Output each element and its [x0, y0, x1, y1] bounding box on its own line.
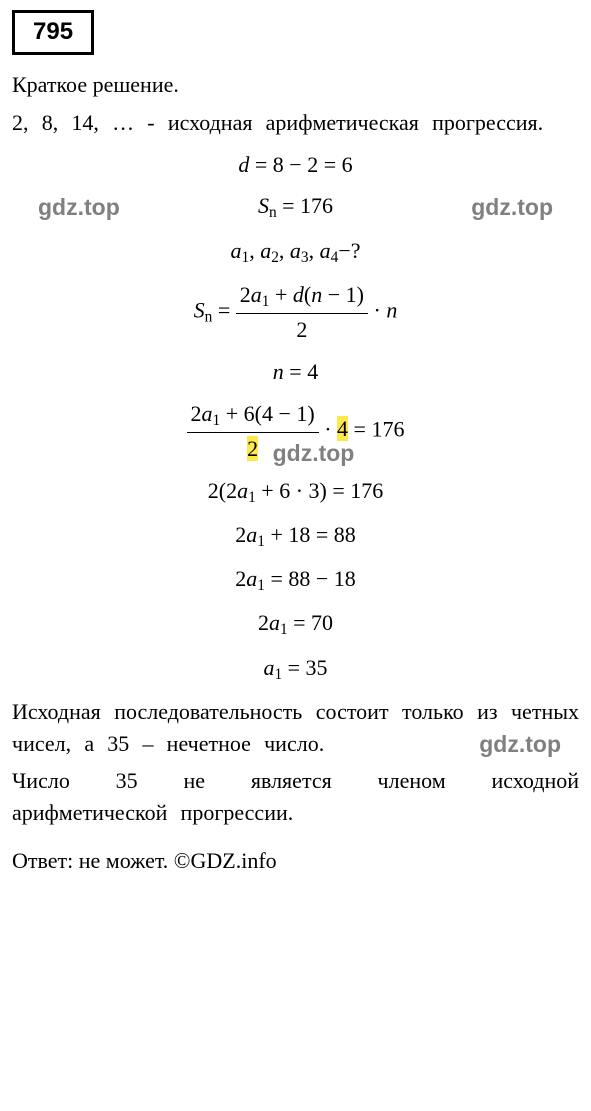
watermark-2: gdz.top [471, 191, 553, 224]
eq-sn-formula: Sn = 2a1 + d(n − 1) 2 · n [12, 279, 579, 346]
eq-step6: a1 = 35 [12, 652, 579, 686]
conclusion-2: Число 35 не является членом исходной ари… [12, 765, 579, 829]
eq-step1: 2a1 + 6(4 − 1) 2 · 4 = 176 gdz.top [12, 398, 579, 465]
eq-step4: 2a1 = 88 − 18 [12, 563, 579, 597]
highlight-4: 4 [337, 416, 348, 441]
eq-step3: 2a1 + 18 = 88 [12, 519, 579, 553]
conclusion-1: Исходная последовательность состоит толь… [12, 696, 579, 760]
intro-paragraph: 2, 8, 14, … - исходная арифметическая пр… [12, 107, 579, 139]
eq-n4: n = 4 [12, 356, 579, 388]
heading: Краткое решение. [12, 69, 579, 101]
eq-d-text: d = 8 − 2 = 6 [238, 152, 352, 177]
highlight-2: 2 [247, 436, 258, 461]
eq-step5: 2a1 = 70 [12, 607, 579, 641]
eq-sn-row: gdz.top Sn = 176 gdz.top [12, 190, 579, 224]
eq-unknowns: a1, a2, a3, a4−? [12, 235, 579, 269]
watermark-1: gdz.top [38, 191, 120, 224]
problem-number: 795 [12, 10, 94, 55]
fraction-step1: 2a1 + 6(4 − 1) 2 [187, 398, 319, 465]
answer-line: Ответ: не может. ©GDZ.info [12, 845, 579, 877]
eq-sn: Sn = 176 [258, 190, 333, 224]
eq-d: d = 8 − 2 = 6 [12, 149, 579, 181]
eq-step2: 2(2a1 + 6 · 3) = 176 [12, 475, 579, 509]
fraction-sn: 2a1 + d(n − 1) 2 [236, 279, 368, 346]
